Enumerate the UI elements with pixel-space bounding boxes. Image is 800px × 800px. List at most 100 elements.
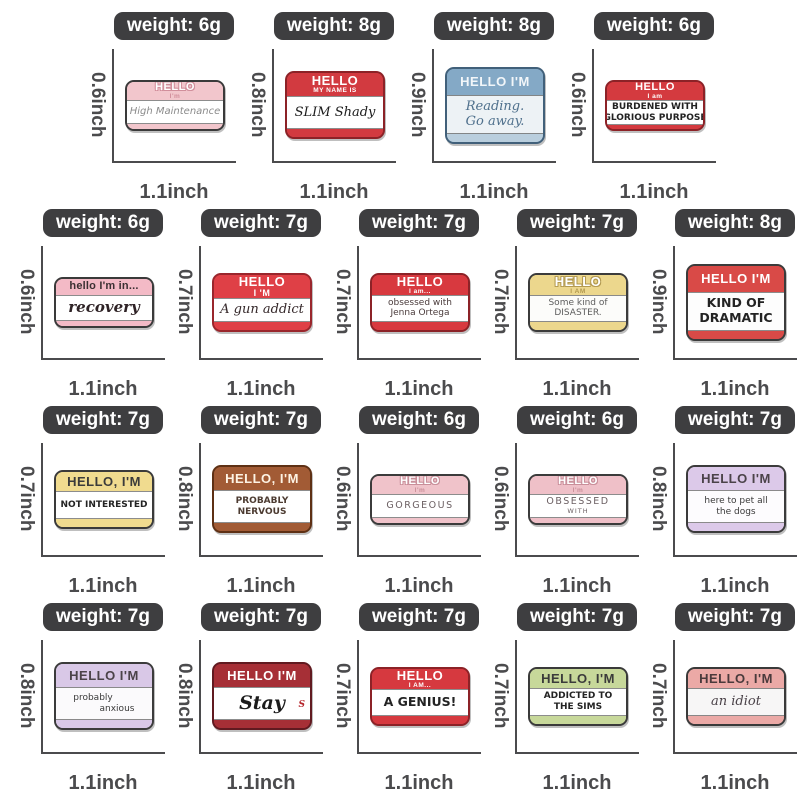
width-dimension-line (673, 752, 797, 754)
tag-body-line: High Maintenance (129, 105, 221, 117)
width-label: 1.1inch (459, 181, 529, 203)
pin-area: HELLO, I'M an idiot (675, 640, 797, 752)
weight-label: weight: 6g (607, 15, 701, 36)
weight-badge: weight: 6g (114, 12, 234, 40)
weight-label: weight: 8g (287, 15, 381, 36)
tag-body-line: Some kind of (548, 297, 608, 308)
tag-footer (372, 715, 468, 724)
name-tag-pin: HELLO I'M Reading. Go away. (445, 66, 545, 144)
pin-row-3: weight: 7g 0.7inch HELLO, I'M NOT INTERE… (0, 402, 800, 599)
tag-body-line: DISASTER. (554, 308, 602, 319)
tag-header-text: HELLO (311, 73, 359, 89)
pin-spec-cell: weight: 7g 0.7inch HELLO I am... obsesse… (326, 205, 484, 402)
height-dimension-line (357, 640, 359, 754)
name-tag-pin: HELLO MY NAME IS SLIM Shady (285, 71, 385, 139)
tag-header-text: HELLO, I'M (225, 471, 299, 487)
tag-header: HELLO I'M (688, 467, 784, 491)
tag-header-text: HELLO (554, 273, 602, 289)
measurement-area: 0.7inch HELLO, I'M NOT INTERESTED (13, 443, 165, 571)
pin-area: HELLO, I'M PROBABLY NERVOUS (201, 443, 323, 555)
width-label: 1.1inch (384, 772, 454, 794)
tag-header-subtext: I am... (409, 287, 431, 295)
tag-body-line: OBSESSED (546, 496, 610, 508)
tag-header-subtext: I AM... (408, 681, 432, 689)
tag-header-text: HELLO, I'M (699, 670, 773, 686)
tag-header-text: HELLO (400, 474, 440, 487)
height-label: 0.7inch (332, 663, 353, 729)
tag-header: HELLO I'M (214, 664, 310, 688)
pin-spec-cell: weight: 6g 0.6inch HELLO I'm High Mainte… (80, 8, 240, 205)
weight-label: weight: 7g (56, 409, 150, 430)
measurement-area: 0.6inch hello I'm in... recovery (13, 246, 165, 374)
width-dimension-line (515, 752, 639, 754)
tag-body-line: WITH (567, 506, 589, 515)
tag-footer (607, 125, 703, 129)
weight-badge: weight: 7g (359, 603, 479, 631)
weight-label: weight: 7g (56, 606, 150, 627)
height-dimension-line (272, 49, 274, 163)
pin-spec-cell: weight: 7g 0.7inch HELLO I AM... A GENIU… (326, 599, 484, 796)
tag-body-line: KIND OF (706, 295, 766, 311)
tag-header-text: HELLO (396, 667, 444, 683)
pin-spec-cell: weight: 7g 0.7inch HELLO I AM Some kind … (484, 205, 642, 402)
pin-area: HELLO I'M here to pet all the dogs (675, 443, 797, 555)
weight-label: weight: 8g (688, 212, 782, 233)
tag-header-subtext: MY NAME IS (313, 87, 357, 95)
height-label: 0.7inch (332, 269, 353, 335)
name-tag-pin: HELLO I'M Stay S (212, 662, 312, 730)
tag-body-line: Jenna Ortega (390, 308, 450, 319)
tag-header-text: HELLO I'M (701, 271, 771, 287)
weight-label: weight: 6g (530, 409, 624, 430)
tag-body-line: recovery (68, 298, 140, 317)
tag-body-line: SLIM Shady (294, 104, 376, 120)
name-tag-pin: HELLO, I'M an idiot (686, 666, 786, 726)
tag-footer (530, 321, 626, 330)
pin-spec-cell: weight: 7g 0.7inch HELLO, I'M NOT INTERE… (10, 402, 168, 599)
width-label: 1.1inch (700, 575, 770, 597)
width-dimension-line (41, 358, 165, 360)
tag-body-line: obsessed with (387, 297, 453, 308)
height-label: 0.6inch (567, 72, 588, 138)
tag-body-line: the dogs (716, 506, 756, 517)
tag-header-subtext: I'm (169, 92, 181, 100)
tag-header-text: HELLO (155, 80, 195, 93)
measurement-area: 0.8inch HELLO, I'M PROBABLY NERVOUS (171, 443, 323, 571)
height-dimension-line (199, 246, 201, 360)
weight-badge: weight: 6g (594, 12, 714, 40)
width-label: 1.1inch (299, 181, 369, 203)
tag-footer (214, 321, 310, 330)
width-label: 1.1inch (139, 181, 209, 203)
measurement-area: 0.6inch HELLO I'm High Maintenance (84, 49, 236, 177)
width-dimension-line (112, 161, 236, 163)
tag-header: HELLO I am... (372, 274, 468, 295)
tag-body-line: THE SIMS (553, 701, 603, 712)
tag-footer (56, 720, 152, 728)
width-dimension-line (199, 555, 323, 557)
height-label: 0.6inch (332, 466, 353, 532)
tag-header: HELLO I'm (127, 80, 223, 100)
weight-label: weight: 6g (372, 409, 466, 430)
tag-footer (447, 133, 543, 142)
pin-area: HELLO MY NAME IS SLIM Shady (274, 49, 396, 161)
weight-label: weight: 6g (56, 212, 150, 233)
tag-footer (372, 517, 468, 523)
tag-body: A gun addict (214, 297, 310, 322)
name-tag-pin: HELLO I 'M A gun addict (212, 272, 312, 332)
tag-header: HELLO, I'M (214, 467, 310, 491)
width-label: 1.1inch (542, 772, 612, 794)
pin-spec-cell: weight: 7g 0.8inch HELLO, I'M PROBABLY NE… (168, 402, 326, 599)
tag-body-line: Go away. (465, 114, 525, 130)
width-dimension-line (592, 161, 716, 163)
height-dimension-line (41, 443, 43, 557)
name-tag-pin: HELLO I'M KIND OF DRAMATIC (686, 263, 786, 341)
weight-badge: weight: 7g (517, 209, 637, 237)
tag-body-line: ADDICTED TO (543, 691, 613, 702)
weight-badge: weight: 7g (675, 406, 795, 434)
weight-label: weight: 7g (688, 606, 782, 627)
tag-body: here to pet all the dogs (688, 490, 784, 523)
weight-badge: weight: 6g (517, 406, 637, 434)
height-label: 0.6inch (490, 466, 511, 532)
measurement-area: 0.8inch HELLO I'M here to pet all the dog… (645, 443, 797, 571)
weight-badge: weight: 7g (43, 406, 163, 434)
